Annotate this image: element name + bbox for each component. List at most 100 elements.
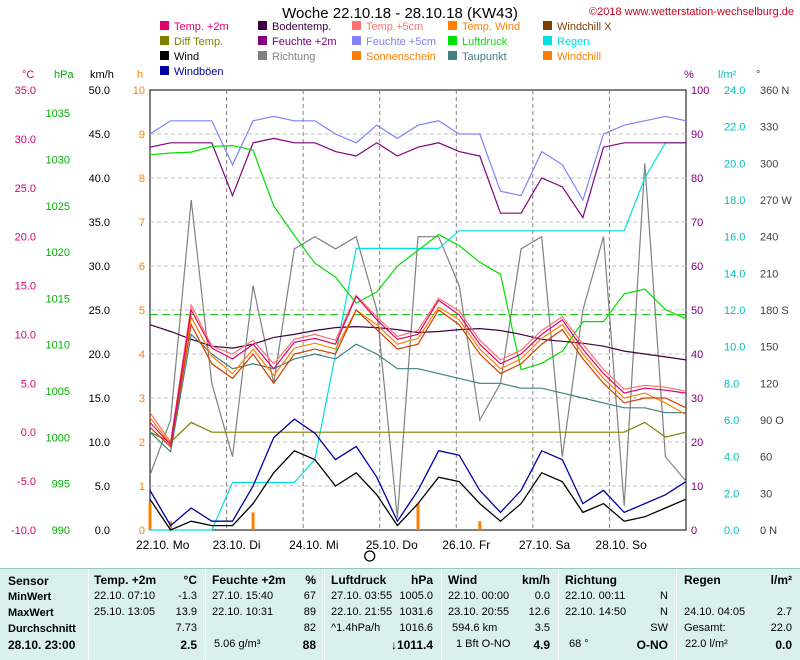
sunshine-bar (416, 503, 420, 530)
direction-max-value: N (660, 606, 668, 618)
axis-tick-h: 2 (139, 437, 145, 449)
axis-tick-hpa: 1020 (46, 247, 70, 259)
axis-tick-temp: 15.0 (15, 281, 36, 293)
legend-label: Bodentemp. (272, 21, 331, 33)
legend-label: Richtung (272, 51, 315, 63)
wind-current-value: 4.9 (533, 638, 550, 652)
axis-tick-h: 7 (139, 217, 145, 229)
wind-beaufort: 1 Bft O-NO (456, 638, 511, 650)
axis-tick-hpa: 990 (52, 525, 70, 537)
axis-tick-pct: 0 (691, 525, 697, 537)
legend-swatch (352, 36, 361, 45)
axis-tick-lm2: 22.0 (724, 122, 745, 134)
axis-tick-pct: 30 (691, 393, 703, 405)
legend-swatch (448, 51, 457, 60)
sunshine-bar (148, 503, 152, 530)
pressure-current-value: ↓1011.4 (390, 638, 433, 652)
legend-label: Regen (557, 36, 589, 48)
legend-swatch (258, 51, 267, 60)
axis-tick-kmh: 50.0 (89, 85, 110, 97)
axis-tick-deg: 360 N (760, 85, 789, 97)
legend-swatch (160, 36, 169, 45)
axis-tick-hpa: 1010 (46, 340, 70, 352)
legend-swatch (543, 36, 552, 45)
series-line-regen (150, 142, 686, 531)
humidity-min-value: 67 (303, 590, 316, 602)
wind-max-time: 23.10. 20:55 (448, 606, 510, 618)
axis-unit-kmh: km/h (90, 69, 114, 81)
legend-label: Temp. Wind (462, 21, 520, 33)
humidity-unit: % (305, 573, 316, 587)
series-line-windchill (149, 308, 687, 449)
legend-swatch (352, 21, 361, 30)
x-axis-label: 25.10. Do (366, 538, 418, 552)
humidity-column: Feuchte +2m % 27.10. 15:40 67 22.10. 10:… (206, 569, 324, 660)
axis-tick-lm2: 10.0 (724, 342, 745, 354)
axis-tick-temp: 25.0 (15, 183, 36, 195)
copyright-notice[interactable]: ©2018 www.wetterstation-wechselburg.de (589, 6, 794, 18)
direction-column: Richtung 22.10. 00:11 N 22.10. 14:50 N S… (559, 569, 676, 660)
direction-avg-value: SW (650, 622, 668, 634)
sensor-header: Sensor (8, 574, 49, 588)
temp-unit: °C (183, 573, 197, 587)
direction-min-time: 22.10. 00:11 (565, 590, 626, 602)
axis-tick-lm2: 18.0 (724, 195, 745, 207)
x-axis-label: 23.10. Di (213, 538, 261, 552)
legend-swatch (160, 51, 169, 60)
axis-tick-pct: 70 (691, 217, 703, 229)
avg-label: Durchschnitt (8, 623, 76, 635)
axis-tick-kmh: 10.0 (89, 437, 110, 449)
legend-swatch (543, 51, 552, 60)
axis-tick-hpa: 1025 (46, 201, 70, 213)
divider (558, 569, 559, 660)
pressure-column: Luftdruck hPa 27.10. 03:55 1005.0 22.10.… (325, 569, 441, 660)
series-line-temp-wind (149, 306, 687, 446)
axis-unit-pct: % (684, 69, 694, 81)
axis-tick-pct: 40 (691, 349, 703, 361)
legend-label: Wind (174, 51, 199, 63)
current-time-marker (364, 550, 376, 562)
axis-tick-temp: 35.0 (15, 85, 36, 97)
axis-tick-lm2: 6.0 (724, 415, 739, 427)
series-line-feuchte-2m (149, 137, 686, 220)
legend-swatch (448, 36, 457, 45)
axis-tick-deg: 60 (760, 452, 772, 464)
wind-column: Wind km/h 22.10. 00:00 0.0 23.10. 20:55 … (442, 569, 558, 660)
rain-total-label: Gesamt: (684, 622, 726, 634)
x-axis-label: 22.10. Mo (136, 538, 190, 552)
current-time-label: 28.10. 23:00 (8, 638, 76, 652)
axis-tick-h: 0 (139, 525, 145, 537)
axis-tick-temp: 5.0 (21, 378, 36, 390)
x-axis-label: 24.10. Mi (289, 538, 338, 552)
wind-max-value: 12.6 (528, 606, 550, 618)
axis-tick-deg: 90 O (760, 415, 784, 427)
legend-swatch (258, 36, 267, 45)
weather-chart: Temp. +2m Bodentemp. Temp.+5cm Temp. Wind Wi… (11, 21, 792, 562)
series-line-taupunkt (149, 333, 686, 454)
axis-tick-lm2: 0.0 (724, 525, 739, 537)
pressure-max-value: 1031.6 (399, 606, 433, 618)
statistics-table: Sensor MinWert MaxWert Durchschnitt 28.1… (0, 568, 800, 660)
axis-tick-temp: 30.0 (15, 134, 36, 146)
divider (441, 569, 442, 660)
series-line-richtung (149, 163, 687, 518)
legend-swatch (160, 21, 169, 30)
axis-tick-hpa: 1000 (46, 432, 70, 444)
axis-unit-lm2: l/m² (718, 69, 737, 81)
axis-tick-hpa: 1030 (46, 154, 70, 166)
rain-title: Regen (684, 573, 721, 587)
humidity-min-time: 27.10. 15:40 (212, 590, 274, 602)
axis-tick-h: 1 (139, 481, 145, 493)
axis-tick-temp: 0.0 (21, 427, 36, 439)
axis-tick-pct: 80 (691, 173, 703, 185)
max-label: MaxWert (8, 607, 54, 619)
axis-tick-pct: 20 (691, 437, 703, 449)
legend-swatch (543, 21, 552, 30)
humidity-title: Feuchte +2m (212, 573, 286, 587)
axis-tick-kmh: 35.0 (89, 217, 110, 229)
legend-label: Sonnenschein (366, 51, 436, 63)
axis-tick-h: 5 (139, 305, 145, 317)
pressure-min-time: 27.10. 03:55 (331, 590, 393, 602)
axis-tick-deg: 150 (760, 342, 778, 354)
